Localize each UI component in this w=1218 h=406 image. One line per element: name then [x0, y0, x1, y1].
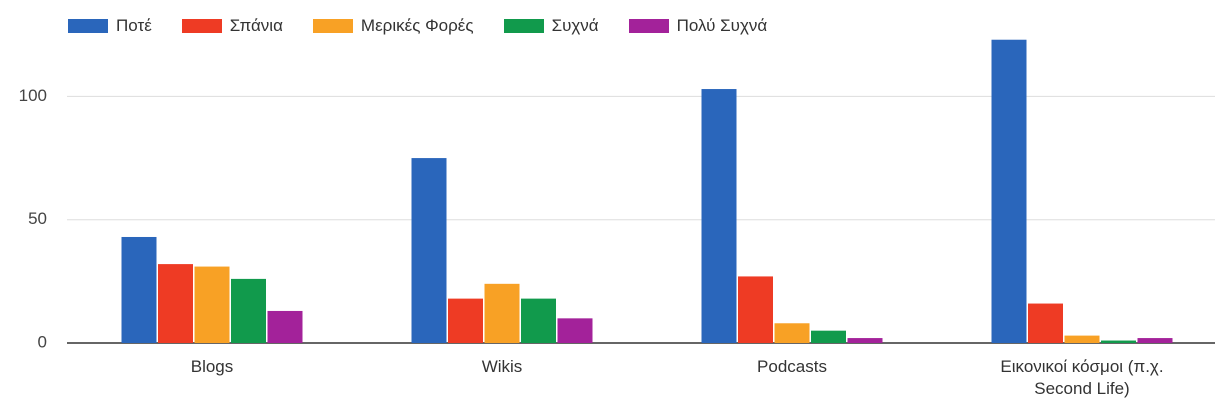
bar: [557, 318, 593, 343]
bar: [701, 89, 737, 343]
bar: [1137, 338, 1173, 343]
x-tick-label: Wikis: [481, 357, 523, 376]
bar: [121, 236, 157, 343]
bar: [484, 283, 520, 343]
y-tick-label: 100: [19, 86, 47, 105]
bar: [738, 276, 773, 343]
legend-item: Ποτέ: [68, 16, 152, 36]
legend-swatch: [68, 19, 108, 33]
bar: [847, 338, 883, 343]
y-tick-label: 0: [38, 332, 47, 351]
y-tick-label: 50: [28, 209, 47, 228]
bar: [267, 310, 303, 343]
legend-label: Μερικές Φορές: [360, 16, 474, 35]
bar: [1101, 340, 1136, 343]
bar: [521, 298, 556, 343]
legend-label: Συχνά: [551, 16, 599, 35]
legend-swatch: [312, 19, 353, 33]
legend-item: Μερικές Φορές: [312, 16, 474, 36]
legend: Ποτέ Σπάνια Μερικές Φορές Συχνά Πολύ Συχνά: [68, 16, 767, 36]
legend-item: Πολύ Συχνά: [628, 16, 768, 36]
legend-item: Συχνά: [503, 16, 599, 36]
bar: [774, 323, 810, 343]
bar: [231, 278, 266, 343]
bar: [991, 39, 1027, 343]
bar: [1064, 335, 1100, 343]
x-tick-label: Blogs: [190, 357, 234, 376]
legend-label: Σπάνια: [229, 16, 283, 35]
x-tick-label: Podcasts: [757, 357, 827, 376]
bar: [448, 298, 483, 343]
bar: [1028, 303, 1063, 343]
legend-swatch: [628, 19, 669, 33]
legend-item: Σπάνια: [181, 16, 283, 36]
legend-label: Πολύ Συχνά: [676, 16, 768, 35]
bar: [158, 264, 193, 343]
legend-swatch: [181, 19, 222, 33]
bar: [811, 330, 846, 343]
legend-swatch: [503, 19, 544, 33]
x-tick-label: Εικονικοί κόσμοι (π.χ. Second Life): [1000, 357, 1164, 398]
bar: [411, 158, 447, 343]
bar: [194, 266, 230, 343]
legend-label: Ποτέ: [116, 16, 152, 35]
